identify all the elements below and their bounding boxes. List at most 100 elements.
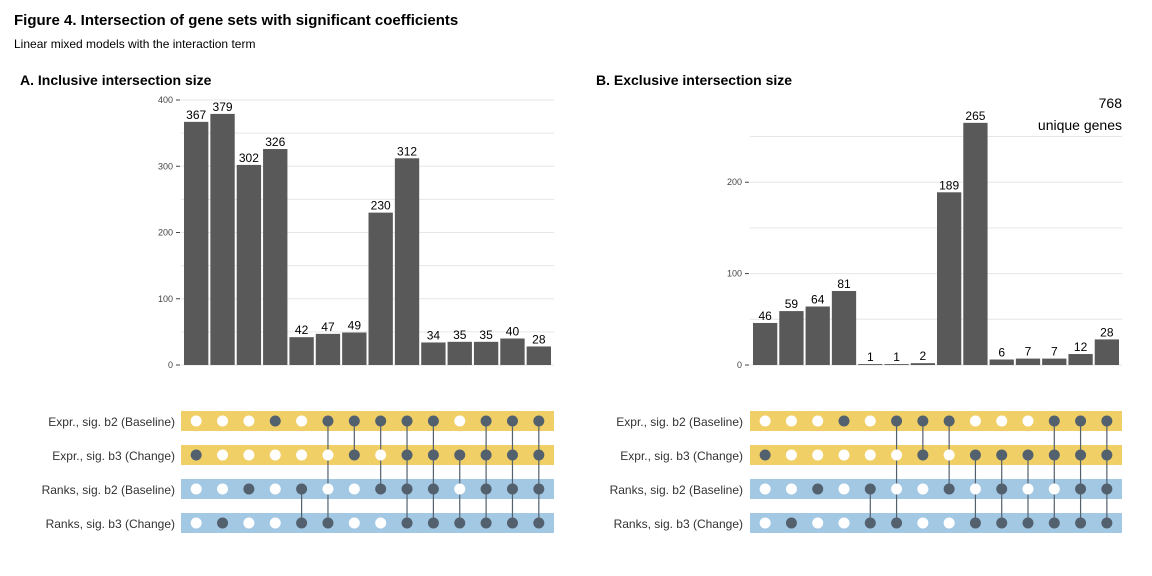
panel-b-dot-filled — [1101, 449, 1113, 461]
panel-b-bar — [779, 311, 804, 365]
panel-a-set-band — [181, 513, 554, 533]
panel-a-dot-filled — [427, 483, 439, 495]
panel-b-dot-filled — [864, 483, 876, 495]
panel-a-dot-filled — [217, 517, 229, 529]
panel-a-dot-empty — [190, 517, 202, 529]
panel-a-dot-filled — [454, 449, 466, 461]
panel-b-dot-empty — [996, 415, 1008, 427]
panel-a-ytick-label: 200 — [158, 228, 173, 238]
panel-a-dot-filled — [401, 517, 413, 529]
panel-b-dot-empty — [891, 483, 903, 495]
panel-a-ytick-label: 400 — [158, 95, 173, 105]
panel-a-dot-empty — [217, 449, 229, 461]
panel-a-bar — [315, 333, 341, 365]
panel-a-bar — [342, 332, 367, 365]
panel-b-dot-empty — [969, 415, 981, 427]
panel-b-ytick-label: 0 — [737, 360, 742, 370]
panel-b-bar — [1094, 339, 1119, 365]
panel-a-bar — [368, 212, 393, 365]
panel-b-ytick-label: 200 — [727, 177, 742, 187]
panel-a-bar — [526, 346, 551, 365]
panel-b-dot-empty — [759, 415, 771, 427]
panel-b-dot-empty — [1048, 483, 1060, 495]
panel-b-dot-empty — [838, 517, 850, 529]
panel-b-dot-empty — [838, 483, 850, 495]
panel-a-dot-empty — [190, 483, 202, 495]
panel-b-dot-filled — [1048, 517, 1060, 529]
panel-a-dot-empty — [269, 517, 281, 529]
panel-b-bar — [884, 364, 909, 365]
panel-b-dot-empty — [864, 449, 876, 461]
panel-b-dot-filled — [996, 483, 1008, 495]
panel-b-bar-label: 59 — [785, 297, 799, 311]
panel-b-dot-filled — [785, 517, 797, 529]
panel-b-bar — [858, 364, 883, 365]
panel-a-bar — [184, 121, 209, 365]
panel-b-ytick-label: 100 — [727, 269, 742, 279]
panel-a-dot-filled — [375, 415, 387, 427]
panel-a-dot-empty — [322, 449, 334, 461]
panel-b-annotation: unique genes — [1038, 117, 1122, 133]
panel-a-dot-filled — [375, 483, 387, 495]
panel-a-dot-empty — [348, 483, 360, 495]
panel-a-set-band — [181, 411, 554, 431]
panel-b-bar — [1042, 358, 1067, 365]
panel-a-dot-filled — [427, 415, 439, 427]
panel-a-set-band — [181, 445, 554, 465]
panel-a-dot-filled — [533, 449, 545, 461]
panel-a-dot-empty — [375, 517, 387, 529]
panel-b-dot-filled — [838, 415, 850, 427]
panel-a-bar-label: 35 — [479, 328, 493, 342]
panel-a-dot-empty — [454, 483, 466, 495]
panel-b-bar-label: 265 — [965, 109, 985, 123]
panel-a-dot-filled — [427, 517, 439, 529]
panel-b-bar — [963, 122, 988, 366]
panel-a-dot-empty — [243, 415, 255, 427]
panel-b-dot-filled — [969, 517, 981, 529]
panel-a-dot-filled — [401, 415, 413, 427]
panel-a-bar-label: 302 — [239, 151, 259, 165]
panel-b-bar-label: 1 — [893, 350, 900, 364]
panel-b-dot-empty — [785, 415, 797, 427]
panel-b-set-band — [750, 445, 1122, 465]
panel-a-dot-filled — [480, 449, 492, 461]
panel-a-set-label: Ranks, sig. b2 (Baseline) — [42, 483, 175, 497]
panel-b-dot-empty — [943, 449, 955, 461]
panel-a-bar — [236, 164, 262, 365]
panel-a-bar — [263, 149, 288, 365]
panel-a-title: A. Inclusive intersection size — [20, 72, 212, 88]
panel-b-bar-label: 28 — [1100, 325, 1114, 339]
panel-b-dot-filled — [996, 517, 1008, 529]
panel-a-dot-filled — [296, 517, 308, 529]
panel-a-bar — [500, 338, 525, 365]
panel-b-bar — [1068, 354, 1093, 365]
panel-a-dot-empty — [454, 415, 466, 427]
panel-a-dot-empty — [322, 483, 334, 495]
panel-a-bar — [447, 341, 472, 365]
panel-b-dot-filled — [1101, 517, 1113, 529]
panel-a-dot-filled — [454, 517, 466, 529]
panel-a-dot-filled — [348, 449, 360, 461]
panel-b-dot-filled — [1022, 449, 1034, 461]
panel-a-dot-filled — [348, 415, 360, 427]
panel-a-bar — [210, 113, 235, 365]
panel-b-bar-label: 12 — [1074, 340, 1088, 354]
panel-a-dot-filled — [427, 449, 439, 461]
panel-b-bar — [831, 290, 857, 365]
panel-a-ytick-label: 0 — [168, 360, 173, 370]
panel-b-dot-empty — [812, 449, 824, 461]
panel-a-dot-empty — [296, 449, 308, 461]
panel-b-set-band — [750, 479, 1122, 499]
panel-b-dot-empty — [759, 483, 771, 495]
panel-b-bar-label: 46 — [758, 309, 772, 323]
panel-a-set-label: Ranks, sig. b3 (Change) — [46, 517, 175, 531]
panel-a-dot-filled — [533, 517, 545, 529]
panel-b-dot-filled — [943, 415, 955, 427]
panel-b-dot-filled — [917, 415, 929, 427]
panel-b-dot-empty — [1022, 415, 1034, 427]
panel-a-bar-label: 35 — [453, 328, 467, 342]
panel-a-dot-filled — [533, 415, 545, 427]
panel-a-dot-filled — [506, 449, 518, 461]
panel-b-bar-label: 1 — [867, 350, 874, 364]
